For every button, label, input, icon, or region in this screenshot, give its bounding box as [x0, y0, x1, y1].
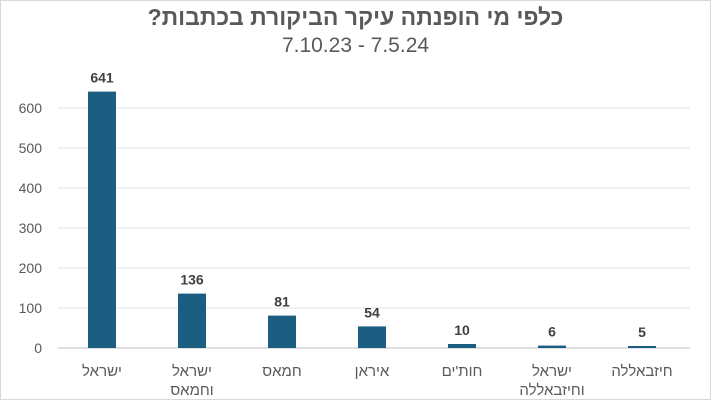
- x-tick-label: חמאס: [262, 363, 301, 380]
- bar: [88, 91, 116, 348]
- bar: [268, 315, 296, 348]
- data-label: 5: [638, 324, 646, 340]
- x-tick-label: ישראל: [532, 363, 572, 380]
- chart-subtitle: 7.10.23 - 7.5.24: [281, 34, 430, 57]
- y-tick-label: 100: [19, 300, 43, 316]
- y-tick-label: 0: [34, 340, 42, 356]
- x-tick-label: חיזבאללה: [611, 363, 672, 380]
- data-label: 136: [180, 272, 204, 288]
- x-tick-label: ישראל: [82, 363, 122, 380]
- x-tick-label: ישראל: [172, 363, 212, 380]
- bar: [628, 346, 656, 348]
- data-label: 6: [548, 324, 556, 340]
- x-tick-label: וחיזבאללה: [519, 382, 584, 399]
- data-label: 81: [274, 294, 290, 310]
- x-tick-label: איראן: [355, 363, 390, 380]
- y-tick-label: 600: [19, 100, 43, 116]
- chart-title: כלפי מי הופנתה עיקר הביקורת בכתבות?: [147, 4, 564, 30]
- bar: [358, 326, 386, 348]
- bar: [178, 293, 206, 348]
- y-tick-label: 400: [19, 180, 43, 196]
- data-label: 54: [364, 304, 380, 320]
- bar: [448, 344, 476, 348]
- y-tick-label: 300: [19, 220, 43, 236]
- x-tick-label: וחמאס: [170, 382, 213, 399]
- x-tick-label: חות'ים: [442, 363, 483, 380]
- y-tick-label: 500: [19, 140, 43, 156]
- data-label: 10: [454, 322, 470, 338]
- y-tick-label: 200: [19, 260, 43, 276]
- data-label: 641: [90, 70, 114, 86]
- bar: [538, 345, 566, 348]
